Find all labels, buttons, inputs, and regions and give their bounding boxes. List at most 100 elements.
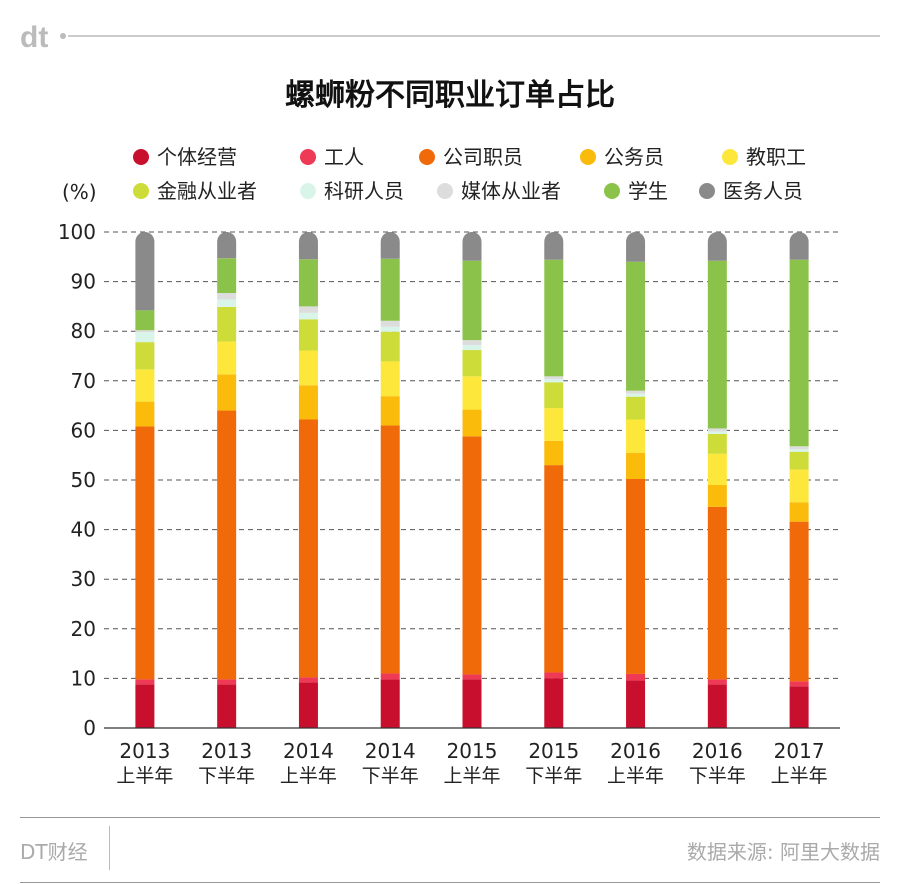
legend-label: 个体经营 bbox=[157, 145, 237, 169]
bar-stack bbox=[380, 232, 400, 728]
legend-swatch bbox=[437, 183, 453, 199]
bar-segment bbox=[217, 299, 237, 307]
y-tick-label: 80 bbox=[71, 319, 96, 343]
bar-segment bbox=[135, 426, 155, 680]
x-tick-label-year: 2013 bbox=[201, 739, 252, 763]
bar-segment bbox=[462, 350, 482, 377]
bar-segment bbox=[544, 382, 564, 409]
bar-segment bbox=[380, 679, 400, 728]
legend-swatch bbox=[133, 149, 149, 165]
bar-segment bbox=[789, 449, 809, 452]
bar-segment bbox=[707, 484, 727, 507]
legend-swatch bbox=[300, 183, 316, 199]
x-tick-label-half: 上半年 bbox=[280, 765, 337, 787]
bar-segment bbox=[544, 678, 564, 728]
bar-segment bbox=[135, 679, 155, 685]
bar-segment bbox=[544, 376, 564, 380]
legend-item: 金融从业者 bbox=[133, 179, 257, 203]
x-tick-label-half: 下半年 bbox=[525, 765, 582, 787]
bar-segment bbox=[135, 232, 155, 311]
bar-segment bbox=[462, 345, 482, 351]
bar-segment bbox=[626, 393, 646, 397]
bar-segment bbox=[380, 673, 400, 680]
bar-segment bbox=[707, 506, 727, 680]
y-tick-label: 60 bbox=[71, 418, 96, 442]
bar-segment bbox=[789, 232, 809, 260]
bar-segment bbox=[707, 679, 727, 685]
y-tick-label: 90 bbox=[71, 270, 96, 294]
bar-segment bbox=[217, 306, 237, 342]
legend-label: 科研人员 bbox=[324, 179, 404, 203]
bar-segment bbox=[626, 479, 646, 674]
bar-segment bbox=[298, 312, 318, 320]
bar-segment bbox=[626, 419, 646, 453]
footer-top-rule bbox=[20, 817, 880, 818]
legend-item: 医务人员 bbox=[699, 179, 803, 203]
bar-segment bbox=[298, 682, 318, 728]
bar-segment bbox=[789, 521, 809, 682]
x-tick-label-half: 下半年 bbox=[362, 765, 419, 787]
x-tick-label-year: 2017 bbox=[774, 739, 825, 763]
bar-segment bbox=[462, 679, 482, 728]
legend-label: 学生 bbox=[628, 179, 668, 203]
bar-segment bbox=[789, 446, 809, 450]
legend-label: 媒体从业者 bbox=[461, 179, 561, 203]
x-tick-label-year: 2016 bbox=[692, 739, 743, 763]
bar-segment bbox=[135, 330, 155, 333]
bar-segment bbox=[217, 293, 237, 300]
x-tick-label-half: 下半年 bbox=[689, 765, 746, 787]
bar-segment bbox=[462, 232, 482, 261]
bar-segment bbox=[298, 350, 318, 386]
bar-segment bbox=[298, 232, 318, 260]
bar-segment bbox=[789, 451, 809, 470]
legend-label: 医务人员 bbox=[723, 179, 803, 203]
bar-segment bbox=[707, 260, 727, 429]
x-tick-label-year: 2013 bbox=[119, 739, 170, 763]
bar-segment bbox=[217, 410, 237, 680]
bar-segment bbox=[626, 390, 646, 394]
bar-segment bbox=[217, 679, 237, 685]
logo-text: dt bbox=[20, 21, 48, 54]
bar-stack bbox=[462, 232, 482, 728]
bar-segment bbox=[135, 401, 155, 427]
legend-swatch bbox=[580, 149, 596, 165]
bar-segment bbox=[298, 259, 318, 307]
bar-segment bbox=[217, 684, 237, 728]
bar-segment bbox=[380, 320, 400, 327]
legend-item: 公司职员 bbox=[419, 145, 523, 169]
bar-segment bbox=[298, 319, 318, 351]
bar-segment bbox=[707, 433, 727, 454]
legend-swatch bbox=[133, 183, 149, 199]
y-tick-label: 100 bbox=[58, 220, 96, 244]
logo-dot bbox=[60, 33, 66, 39]
bar-segment bbox=[380, 326, 400, 332]
bar-segment bbox=[544, 672, 564, 679]
legend-item: 媒体从业者 bbox=[437, 179, 561, 203]
x-tick-label-half: 上半年 bbox=[607, 765, 664, 787]
legend-item: 公务员 bbox=[580, 145, 664, 169]
x-tick-label-half: 上半年 bbox=[443, 765, 500, 787]
legend-label: 公司职员 bbox=[443, 145, 523, 169]
y-tick-label: 10 bbox=[71, 666, 96, 690]
x-tick-label-half: 上半年 bbox=[116, 765, 173, 787]
x-tick-label-year: 2016 bbox=[610, 739, 661, 763]
bar-segment bbox=[544, 440, 564, 466]
bar-stack bbox=[298, 232, 318, 728]
x-tick-label-year: 2015 bbox=[528, 739, 579, 763]
bar-segment bbox=[298, 677, 318, 683]
bar-segment bbox=[462, 376, 482, 410]
bar-segment bbox=[462, 409, 482, 437]
bar-segment bbox=[544, 259, 564, 377]
y-axis-ticks: 0 10 20 30 40 50 60 70 80 90 100 bbox=[58, 220, 96, 740]
bar-segment bbox=[298, 306, 318, 313]
bar-segment bbox=[626, 452, 646, 480]
x-tick-label-year: 2014 bbox=[283, 739, 334, 763]
y-axis-label: (%) bbox=[62, 180, 97, 204]
legend-swatch bbox=[699, 183, 715, 199]
bar-stack bbox=[544, 232, 564, 728]
bar-segment bbox=[298, 419, 318, 678]
bar-segment bbox=[298, 385, 318, 420]
bar-segment bbox=[544, 465, 564, 673]
